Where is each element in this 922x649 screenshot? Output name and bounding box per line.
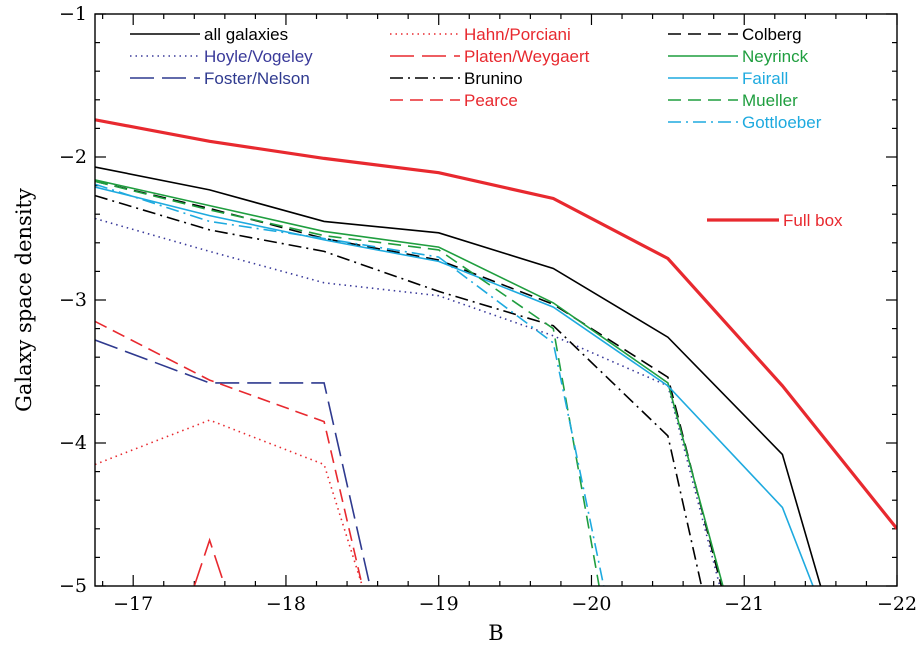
series-line-colberg	[95, 180, 723, 586]
x-axis-title: B	[488, 621, 503, 645]
series-line-foster-nelson	[95, 339, 371, 586]
y-tick-label: −4	[59, 432, 87, 454]
legend-label: Fairall	[742, 69, 788, 88]
plot-frame	[94, 13, 898, 587]
series-line-platen-weygaert	[193, 537, 226, 586]
x-tick-label: −20	[571, 593, 611, 615]
y-tick-label: −2	[59, 146, 87, 168]
series-line-full-box	[95, 118, 897, 530]
legend-label: Pearce	[464, 91, 518, 110]
legend-label: Platen/Weygaert	[464, 47, 590, 66]
legend-label: Colberg	[742, 25, 802, 44]
series-line-brunino	[95, 194, 703, 586]
legend-label: Gottloeber	[742, 113, 822, 132]
y-tick-label: −1	[59, 3, 87, 25]
legend-label: Hoyle/Vogeley	[204, 47, 313, 66]
series-line-neyrinck	[95, 179, 724, 586]
legend-label: Neyrinck	[742, 47, 809, 66]
series-line-fairall	[95, 186, 814, 586]
series-line-hoyle-vogeley	[95, 217, 721, 586]
x-tick-label: −17	[113, 593, 153, 615]
legend-label: Full box	[783, 211, 843, 230]
y-tick-label: −3	[59, 289, 87, 311]
legend-label: all galaxies	[204, 25, 288, 44]
x-tick-label: −18	[266, 593, 306, 615]
x-tick-label: −22	[877, 593, 917, 615]
series-line-gottloeber	[95, 183, 605, 586]
y-tick-label: −5	[59, 575, 87, 597]
legend-label: Foster/Nelson	[204, 69, 310, 88]
series-group	[95, 118, 897, 586]
x-tick-label: −21	[724, 593, 764, 615]
legend-label: Brunino	[464, 69, 523, 88]
series-lines	[95, 118, 897, 586]
legend: all galaxies Hoyle/Vogeley Foster/Nelson Ha…	[130, 25, 843, 230]
series-line-pearce	[95, 320, 364, 586]
x-tick-label: −19	[419, 593, 459, 615]
series-line-all-galaxies	[95, 166, 822, 586]
y-axis-title: Galaxy space density	[12, 188, 36, 412]
legend-label: Mueller	[742, 91, 798, 110]
tick-labels: −17 −18 −19 −20 −21 −22 −1 −2 −3 −4 −5	[59, 3, 917, 615]
legend-label: Hahn/Porciani	[464, 25, 571, 44]
series-line-hahn-porciani	[95, 419, 364, 586]
